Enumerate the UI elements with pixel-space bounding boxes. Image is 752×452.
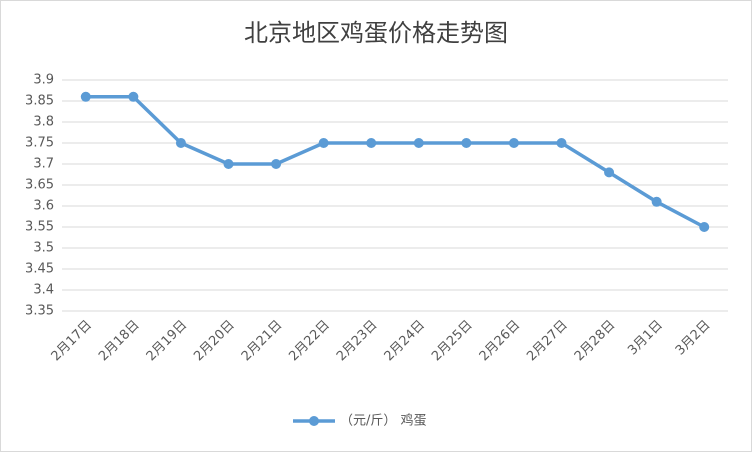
line (85, 95, 706, 229)
point (175, 138, 186, 148)
point (699, 222, 710, 232)
y-tick-label: 3.35 (25, 304, 54, 319)
y-tick-label: 3.6 (33, 199, 54, 214)
y-tick-label: 3.75 (25, 136, 54, 151)
y-tick-label: 3.5 (33, 241, 54, 256)
point (413, 138, 424, 148)
legend-marker (309, 416, 319, 426)
y-tick-label: 3.7 (33, 157, 54, 172)
point (80, 91, 91, 102)
point (604, 167, 615, 178)
chart-title: 北京地区鸡蛋价格走势图 (244, 19, 508, 47)
point (318, 138, 329, 148)
y-tick-label: 3.9 (33, 73, 54, 88)
point (366, 138, 377, 148)
point (508, 138, 519, 148)
y-tick-label: 3.45 (25, 262, 54, 277)
y-tick-label: 3.55 (25, 220, 54, 235)
y-tick-label: 3.8 (33, 115, 54, 130)
point (461, 138, 472, 148)
legend-label: （元/斤） 鸡蛋 (340, 413, 427, 429)
point (223, 159, 234, 169)
y-tick-label: 3.4 (33, 283, 54, 298)
point (556, 138, 567, 148)
point (271, 159, 282, 169)
y-tick-label: 3.65 (25, 178, 54, 193)
point (128, 91, 139, 102)
y-tick-label: 3.85 (25, 94, 54, 109)
point (651, 196, 662, 207)
